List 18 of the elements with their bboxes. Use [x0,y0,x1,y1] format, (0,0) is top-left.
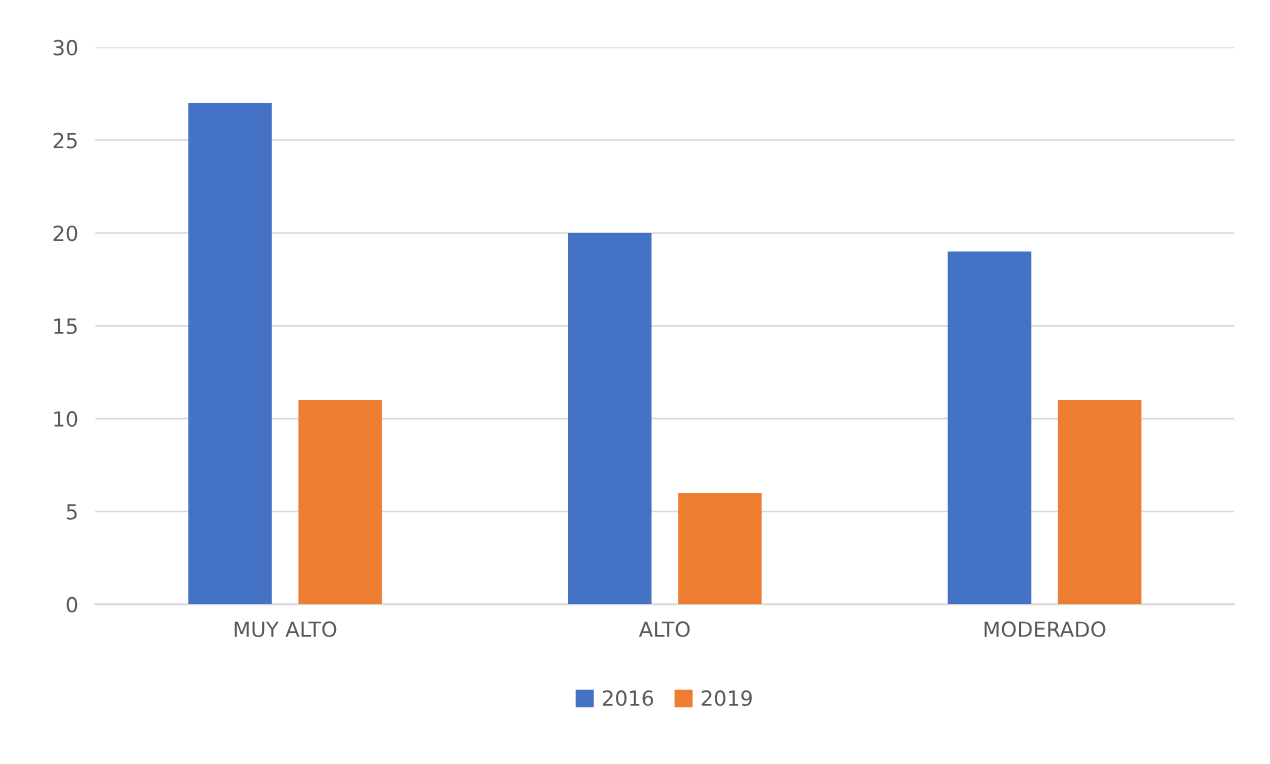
legend-label: 2016 [602,690,654,707]
y-tick-label: 25 [53,132,77,149]
bar [298,400,382,605]
legend-label: 2019 [701,690,752,707]
bar [568,233,652,605]
x-tick-label: MUY ALTO [234,621,337,638]
y-tick-label: 10 [54,411,78,427]
bar [947,251,1032,605]
y-tick-label: 5 [66,504,77,520]
y-tick-label: 0 [66,596,78,613]
x-tick-label: ALTO [638,621,690,638]
bar [678,492,762,605]
y-tick-label: 20 [53,225,78,242]
bar [188,103,272,605]
x-tick-label: MODERADO [984,621,1106,638]
y-tick-label: 30 [53,39,78,56]
bar [1057,400,1142,605]
y-tick-label: 15 [54,318,77,335]
